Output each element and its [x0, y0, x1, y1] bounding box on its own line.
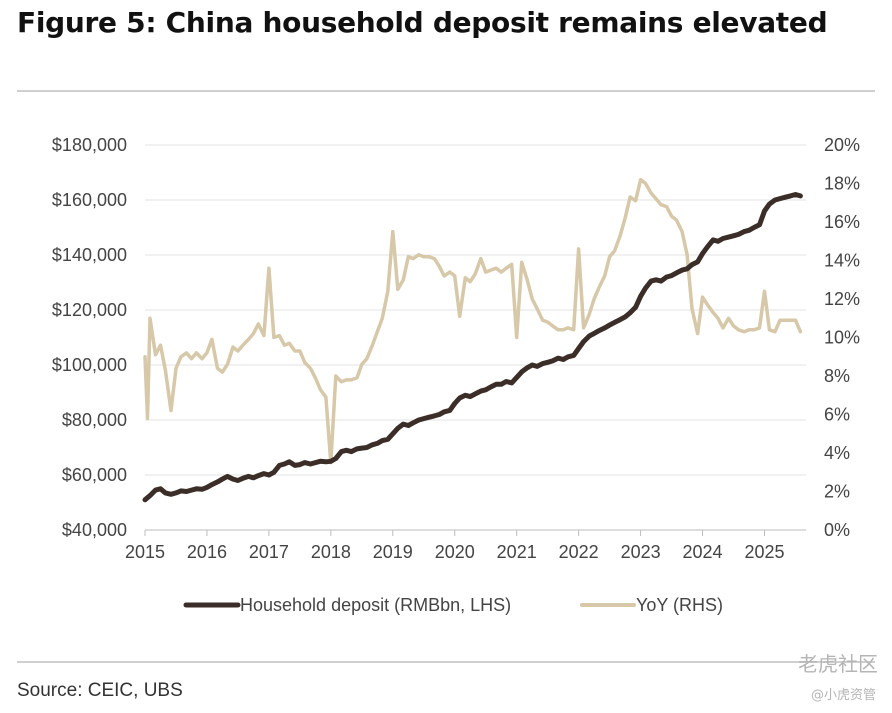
y-left-tick-label: $180,000: [52, 135, 127, 155]
x-tick-label: 2021: [497, 542, 537, 562]
axes: $40,000 $60,000 $80,000 $100,000 $120,000 $14…: [52, 135, 860, 562]
x-tick-label: 2023: [621, 542, 661, 562]
top-divider: [17, 90, 875, 92]
y-right-tick-label: 20%: [824, 135, 860, 155]
line-chart: $40,000 $60,000 $80,000 $100,000 $120,000 $14…: [52, 135, 860, 615]
y-right-tick-label: 6%: [824, 405, 850, 425]
x-tick-label: 2025: [744, 542, 784, 562]
x-tick-label: 2019: [373, 542, 413, 562]
household-deposit-line: [142, 192, 803, 503]
y-right-tick-label: 0%: [824, 520, 850, 540]
y-left-tick-label: $160,000: [52, 190, 127, 210]
x-tick-label: 2018: [311, 542, 351, 562]
y-right-tick-label: 14%: [824, 251, 860, 271]
legend-label: YoY (RHS): [636, 595, 723, 615]
y-left-tick-label: $40,000: [62, 520, 127, 540]
watermark-logo: 老虎社区: [798, 652, 878, 676]
y-right-tick-label: 4%: [824, 443, 850, 463]
series-lines: [142, 177, 803, 503]
watermark-handle: @小虎资管: [810, 688, 876, 703]
y-left-tick-label: $80,000: [62, 410, 127, 430]
x-tick-label: 2024: [683, 542, 723, 562]
legend-label: Household deposit (RMBbn, LHS): [240, 595, 511, 615]
gridlines: [145, 144, 806, 476]
y-right-tick-label: 16%: [824, 212, 860, 232]
y-right-tick-label: 12%: [824, 289, 860, 309]
y-left-tick-label: $100,000: [52, 355, 127, 375]
x-tick-label: 2015: [125, 542, 165, 562]
y-left-tick-label: $60,000: [62, 465, 127, 485]
y-right-tick-label: 8%: [824, 366, 850, 386]
source-note: Source: CEIC, UBS: [17, 680, 183, 701]
legend: Household deposit (RMBbn, LHS) YoY (RHS): [183, 595, 723, 615]
y-right-tick-label: 18%: [824, 174, 860, 194]
x-tick-label: 2020: [435, 542, 475, 562]
chart-title: Figure 5: China household deposit remain…: [17, 6, 828, 39]
y-left-tick-label: $140,000: [52, 245, 127, 265]
y-right-tick-label: 2%: [824, 482, 850, 502]
x-tick-label: 2017: [249, 542, 289, 562]
yoy-line: [143, 177, 803, 465]
x-tick-label: 2022: [559, 542, 599, 562]
y-right-tick-label: 10%: [824, 328, 860, 348]
y-left-tick-label: $120,000: [52, 300, 127, 320]
bottom-divider: [17, 661, 875, 663]
x-tick-label: 2016: [187, 542, 227, 562]
